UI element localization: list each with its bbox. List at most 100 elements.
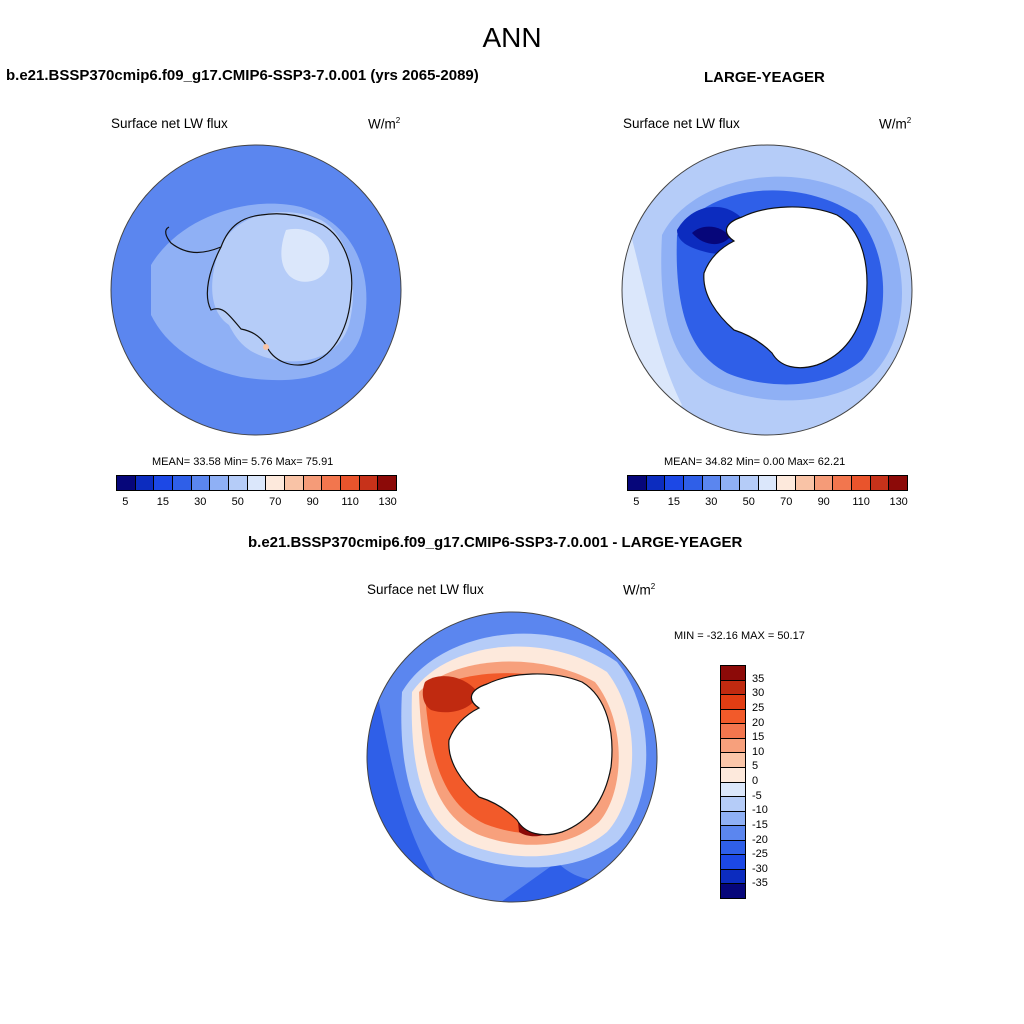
panel2-colorbar-tick: 70 [780,496,793,508]
panel2-colorbar-swatch [796,476,815,490]
panel2-colorbar-tick: 30 [705,496,718,508]
diff-colorbar-tick: -10 [752,804,768,817]
diff-colorbar-tick: -20 [752,833,768,846]
diff-colorbar-swatch [721,680,745,696]
diff-polar-map [366,611,658,903]
panel2-variable-label: Surface net LW flux [623,116,740,131]
panel2-polar-map [621,144,913,436]
panel1-colorbar-swatch [341,476,360,490]
diff-hot-patch [422,676,479,713]
panel1-colorbar-swatch [322,476,342,490]
diff-colorbar-tick: 0 [752,775,759,787]
panel1-colorbar-tick: 15 [156,496,169,508]
panel2-colorbar-tick: 5 [633,496,640,508]
panel1-colorbar-swatch [247,476,267,490]
panel1-colorbar-swatch [359,476,379,490]
panel2-colorbar-swatch [777,476,797,490]
panel2-colorbar-swatch [870,476,890,490]
diff-colorbar-swatch [721,666,745,681]
page-title: ANN [482,22,542,53]
panel2-stats: MEAN= 34.82 Min= 0.00 Max= 62.21 [664,456,846,468]
diff-continent-mask [448,673,612,835]
panel1-variable-label: Surface net LW flux [111,116,228,131]
panel1-colorbar-swatch [266,476,286,490]
panel1-colorbar-swatch [285,476,304,490]
panel2-colorbar-swatch [758,476,778,490]
panel1-coastline [206,213,353,366]
panel1-map-border [110,144,402,436]
panel1-colorbar-tick: 50 [231,496,244,508]
panel1-colorbar-tick: 70 [269,496,282,508]
diff-colorbar-tick: -30 [752,862,768,875]
panel1-colorbar [116,475,397,491]
panel1-units-label: W/m2 [368,116,401,132]
diff-colorbar-ticks: 35 30 25 20 15 10 5 0 -5 -10 -15 -20 -25 -30 -35 [752,665,812,899]
panel2-colorbar-swatch [889,476,908,490]
diff-colorbar-tick: 5 [752,760,759,773]
diff-colorbar-swatch [721,884,745,898]
diff-colorbar-swatch [721,753,745,768]
diff-colorbar [720,665,746,899]
diff-colorbar-swatch [721,724,745,739]
panel2-units-label: W/m2 [879,116,912,132]
panel1-case-title: b.e21.BSSP370cmip6.f09_g17.CMIP6-SSP3-7.… [6,67,479,84]
panel2-colorbar [627,475,908,491]
panel2-colorbar-tick: 90 [817,496,830,508]
panel2-coastline [703,206,868,369]
panel2-continent-mask [703,206,867,368]
diff-variable-label: Surface net LW flux [367,582,484,597]
diff-colorbar-tick: 15 [752,731,765,744]
panel1-colorbar-tick: 90 [306,496,319,508]
diff-colorbar-swatch [721,767,745,783]
diff-colorbar-tick: 10 [752,745,765,758]
diff-colorbar-tick: 20 [752,716,765,729]
panel2-colorbar-swatch [684,476,703,490]
diff-colorbar-swatch [721,855,745,870]
diff-coastline [448,673,613,836]
panel1-colorbar-swatch [154,476,174,490]
panel1-plateau-patch [281,228,330,282]
panel2-colorbar-swatch [646,476,666,490]
diff-colorbar-tick: -35 [752,877,768,890]
diff-colorbar-tick: -5 [752,789,762,802]
panel2-colorbar-tick: 110 [852,496,870,508]
panel1-colorbar-tick: 30 [194,496,207,508]
diff-map-border [366,611,658,903]
panel2-colorbar-swatch [814,476,834,490]
diff-colorbar-swatch [721,782,745,798]
diff-colorbar-swatch [721,811,745,827]
diff-colorbar-swatch [721,709,745,725]
panel1-colorbar-swatch [135,476,155,490]
panel2-colorbar-swatch [740,476,759,490]
panel2-colorbar-swatch [833,476,853,490]
diff-colorbar-tick: 30 [752,687,765,700]
diff-colorbar-tick: 35 [752,672,765,685]
panel1-colorbar-tick: 110 [341,496,359,508]
panel2-colorbar-tick: 15 [667,496,680,508]
panel2-colorbar-tick: 50 [742,496,755,508]
diff-colorbar-tick: -15 [752,818,768,831]
diff-case-title: b.e21.BSSP370cmip6.f09_g17.CMIP6-SSP3-7.… [248,534,743,551]
panel1-colorbar-swatch [303,476,323,490]
panel1-colorbar-swatch [229,476,248,490]
panel2-colorbar-tick: 130 [889,496,908,508]
panel1-warm-spot [263,344,269,350]
panel1-stats: MEAN= 33.58 Min= 5.76 Max= 75.91 [152,456,334,468]
diff-colorbar-tick: 25 [752,701,765,714]
diff-colorbar-swatch [721,797,745,812]
diff-colorbar-swatch [721,738,745,754]
panel2-map-border [621,144,913,436]
panel1-colorbar-swatch [210,476,230,490]
panel2-case-title: LARGE-YEAGER [704,69,825,86]
panel2-colorbar-swatch [721,476,741,490]
diff-units-label: W/m2 [623,582,656,598]
panel1-colorbar-tick: 130 [378,496,397,508]
panel2-colorbar-swatch [665,476,685,490]
panel1-polar-map [110,144,402,436]
panel1-colorbar-swatch [191,476,211,490]
panel2-colorbar-swatch [852,476,871,490]
diff-colorbar-tick: -25 [752,848,768,861]
panel1-colorbar-swatch [378,476,397,490]
panel2-darkest-patch [692,226,730,245]
panel2-colorbar-swatch [628,476,647,490]
